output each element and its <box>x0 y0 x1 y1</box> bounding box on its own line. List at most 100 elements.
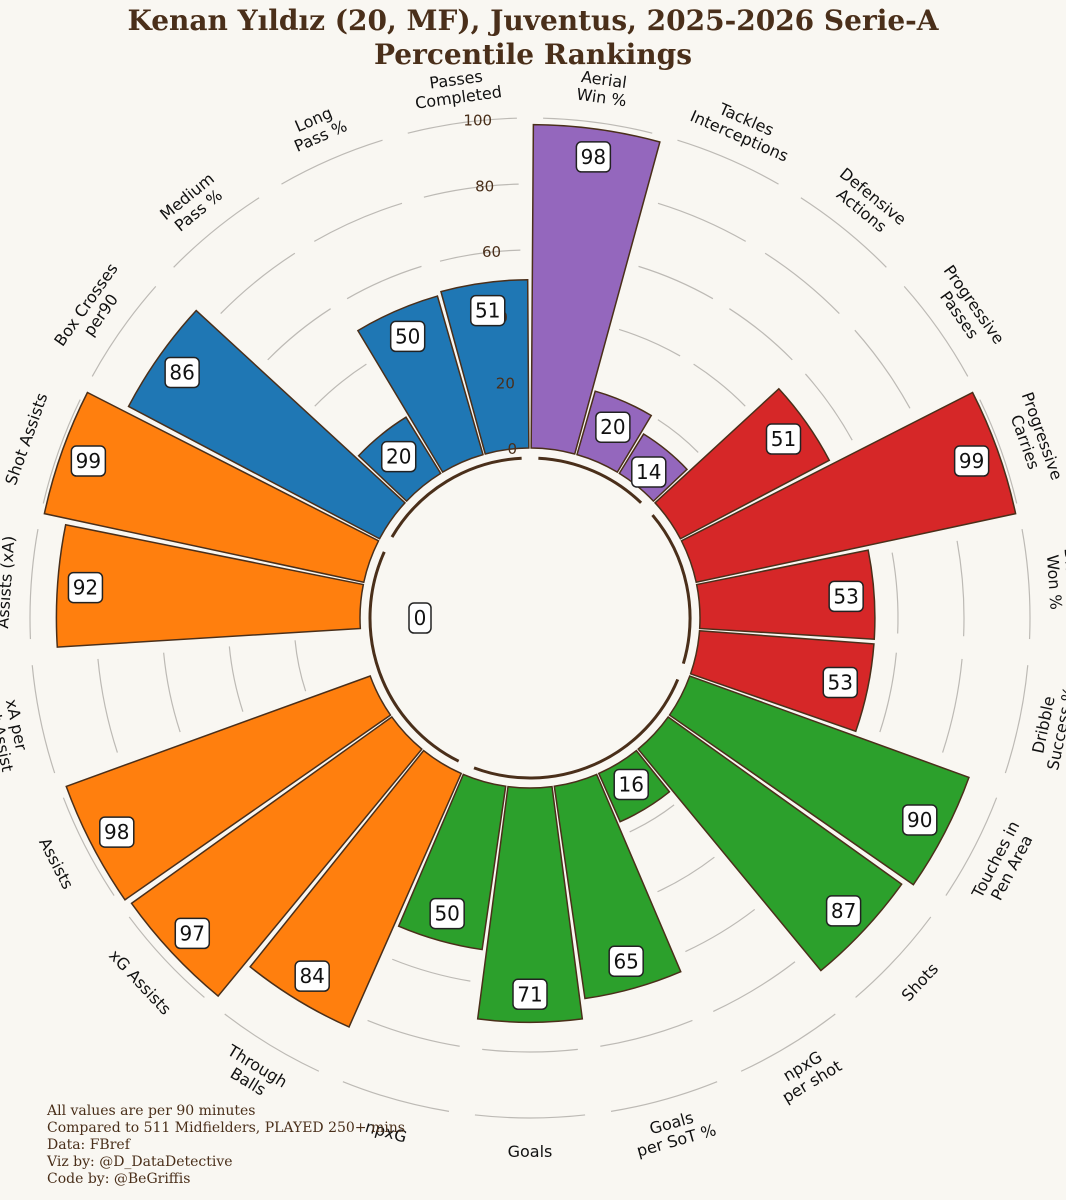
metric-label-line: Goals <box>508 1142 553 1161</box>
value-label-npxg: 50 <box>429 897 465 930</box>
grid-arc <box>367 1019 460 1047</box>
grid-arc <box>855 916 932 998</box>
grid-arc <box>128 916 205 998</box>
metric-label-goals-per-sot: Goalsper SoT % <box>630 1103 719 1161</box>
value-label-box <box>67 571 104 604</box>
value-label-shots: 87 <box>825 895 862 927</box>
group-arc-shooting <box>473 678 680 780</box>
value-label-text: 87 <box>831 899 856 923</box>
value-label-npxg-per-shot: 16 <box>613 768 649 801</box>
grid-arc <box>173 197 260 268</box>
value-label-box <box>613 768 649 801</box>
grid-arc <box>407 117 517 134</box>
grid-arc <box>31 665 56 774</box>
value-label-goals: 71 <box>512 978 548 1011</box>
bar-expected-assists-xa <box>55 523 365 648</box>
metric-label-long-pass: LongPass % <box>284 100 350 156</box>
grid-arc <box>942 658 963 753</box>
value-label-box <box>469 294 506 327</box>
value-label-xg-assists: 97 <box>174 917 211 950</box>
footer-line: Viz by: @D_DataDetective <box>47 1154 233 1170</box>
grid-arc <box>638 265 714 300</box>
group-arc-defending <box>538 456 643 504</box>
value-label-text: 86 <box>169 360 194 384</box>
metric-label-line: Dribbles <box>1060 547 1066 614</box>
value-label-text: 51 <box>475 299 500 323</box>
bar-progressive-carries <box>680 391 1017 584</box>
metric-label-defensive-actions: DefensiveActions <box>825 164 910 243</box>
grid-arc <box>800 197 887 268</box>
bar-aerial-win <box>530 123 661 455</box>
value-label-box <box>953 445 990 477</box>
value-label-box <box>828 580 864 613</box>
value-label-dribble-success: 53 <box>822 666 859 699</box>
value-label-goals-per-sot: 65 <box>608 945 644 978</box>
metric-label-passes-completed: PassesCompleted <box>411 64 502 113</box>
value-label-touches-in-pen-area: 90 <box>902 804 938 836</box>
value-label-box <box>631 456 667 488</box>
metric-label-line: Assists <box>35 835 77 893</box>
grid-arc <box>439 249 521 262</box>
bar-goals-per-sot <box>553 773 682 1000</box>
radial-tick-label: 80 <box>475 177 494 195</box>
metric-label-line: Shots <box>898 959 942 1005</box>
radial-tick-label: 0 <box>507 440 517 458</box>
grid-arc <box>740 1013 836 1072</box>
value-label-passes-completed: 51 <box>469 294 506 327</box>
value-label-text: 65 <box>613 949 638 973</box>
grid-arc <box>267 308 331 361</box>
group-arc-possession <box>651 514 692 665</box>
metric-label-dribbles-won: DribblesWon % <box>1043 547 1066 616</box>
value-label-box <box>825 895 862 927</box>
bar-passes-completed <box>440 278 530 455</box>
bar-goals <box>476 785 584 1023</box>
chart-title-line1: Kenan Yıldız (20, MF), Juventus, 2025-20… <box>127 4 939 37</box>
metric-label-assists: Assists <box>35 835 77 893</box>
grid-arc <box>314 363 367 407</box>
metric-label-goals: Goals <box>508 1142 553 1161</box>
grid-arc <box>891 552 899 634</box>
metric-label-line: Won % <box>1043 554 1066 610</box>
metric-label-expected-assists-xa: ExpectedAssists (xA) <box>0 534 18 629</box>
footer-line: Data: FBref <box>47 1137 130 1153</box>
value-label-text: 0 <box>414 606 427 630</box>
metric-label-progressive-passes: ProgressivePasses <box>925 261 1008 358</box>
grid-arc <box>1021 529 1031 640</box>
grid-arc <box>657 419 699 453</box>
value-label-progressive-carries: 99 <box>953 445 990 477</box>
grid-arc <box>543 117 653 134</box>
value-label-defensive-actions: 14 <box>631 456 667 488</box>
footer-line: Compared to 511 Midfielders, PLAYED 250+… <box>47 1120 405 1136</box>
value-label-text: 92 <box>73 576 98 600</box>
value-label-text: 71 <box>517 982 542 1006</box>
value-label-box <box>380 440 417 473</box>
bar-dribble-success <box>689 629 875 733</box>
value-label-box <box>294 960 330 992</box>
grid-arc <box>163 652 181 733</box>
value-label-text: 97 <box>180 921 205 945</box>
grid-arc <box>228 646 244 712</box>
value-label-box <box>575 141 612 173</box>
metric-label-tackles-interceptions: TacklesInterceptions <box>687 90 798 166</box>
bar-through-balls <box>249 749 463 1028</box>
group-arc-creation <box>368 551 460 763</box>
value-label-through-balls: 84 <box>294 960 330 992</box>
grid-arc <box>1004 665 1029 774</box>
value-label-aerial-win: 98 <box>575 141 612 173</box>
grid-arc <box>224 1013 320 1072</box>
grid-arc <box>600 1019 693 1047</box>
metric-label-shots: Shots <box>898 959 942 1005</box>
value-label-expected-assists-xa: 92 <box>67 571 104 604</box>
radial-tick-label: 20 <box>496 374 515 392</box>
value-label-box <box>608 945 644 978</box>
metric-label-aerial-win: AerialWin % <box>575 67 630 111</box>
grid-arc <box>677 139 779 185</box>
value-label-text: 99 <box>76 449 101 473</box>
grid-arc <box>91 286 157 377</box>
value-label-text: 16 <box>618 772 643 796</box>
value-label-box <box>99 816 135 848</box>
value-label-medium-pass: 20 <box>380 440 417 473</box>
metric-label-dribble-success: DribbleSuccess % <box>1026 681 1066 771</box>
value-label-text: 20 <box>600 415 625 439</box>
